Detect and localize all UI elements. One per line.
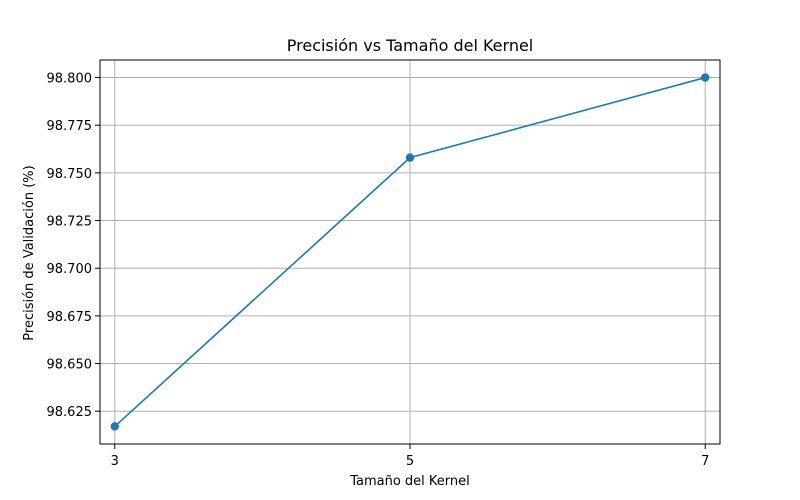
y-tick-label: 98.625 bbox=[47, 405, 93, 420]
y-tick-label: 98.725 bbox=[47, 215, 93, 230]
y-axis-label: Precisión de Validación (%) bbox=[22, 165, 37, 340]
x-tick-label: 3 bbox=[111, 454, 119, 469]
y-tick-label: 98.675 bbox=[47, 310, 93, 325]
data-point bbox=[110, 422, 119, 431]
data-point bbox=[701, 73, 710, 82]
x-tick-label: 7 bbox=[701, 454, 709, 469]
x-tick-label: 5 bbox=[406, 454, 414, 469]
y-tick-label: 98.775 bbox=[47, 119, 93, 134]
x-axis-ticks: 3 5 7 bbox=[111, 444, 709, 469]
x-axis-label: Tamaño del Kernel bbox=[349, 474, 470, 489]
series-layer bbox=[110, 73, 710, 431]
data-point bbox=[405, 153, 415, 162]
y-tick-label: 98.650 bbox=[47, 358, 93, 373]
grid bbox=[100, 60, 720, 444]
y-tick-label: 98.750 bbox=[47, 167, 93, 182]
y-tick-label: 98.800 bbox=[47, 72, 93, 87]
y-tick-label: 98.700 bbox=[47, 262, 93, 277]
y-axis-ticks: 98.625 98.650 98.675 98.700 98.725 98.750 98.7… bbox=[47, 72, 100, 420]
chart-title: Precisión vs Tamaño del Kernel bbox=[287, 36, 534, 55]
